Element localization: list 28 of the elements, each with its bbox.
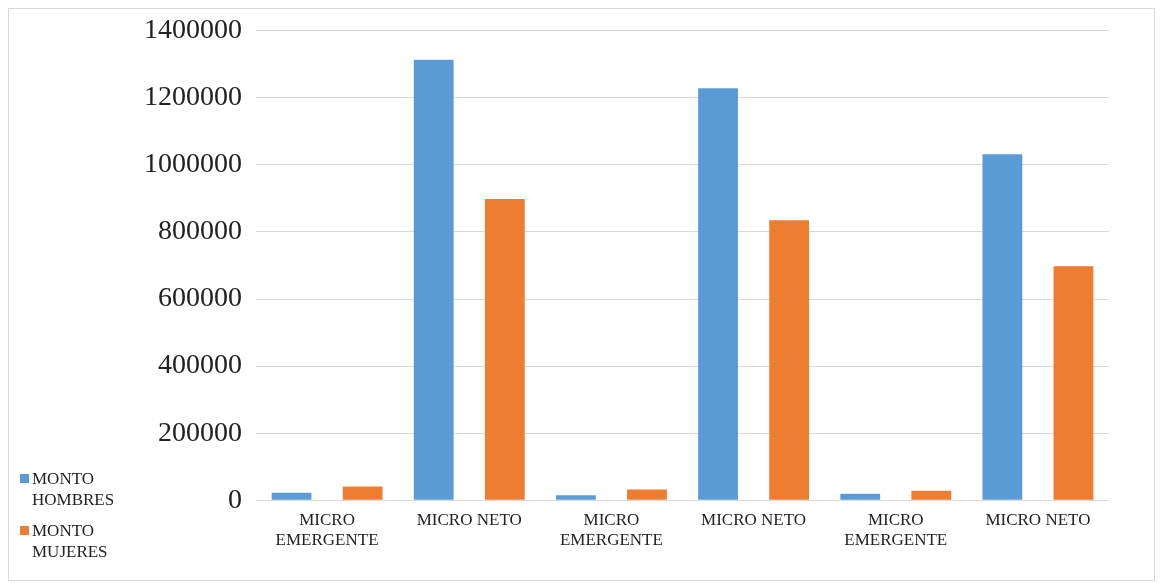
bar [555,495,596,500]
bar [627,489,667,500]
y-tick-label: 600000 [158,281,242,313]
x-tick-label: MICRO EMERGENTE [275,509,379,550]
y-tick-label: 1400000 [144,13,242,45]
bar [342,486,383,500]
legend-label: MONTO HOMBRES [32,468,116,510]
x-tick-label: MICRO NETO [701,509,807,529]
y-tick-label: 800000 [158,214,242,246]
y-tick-label: 1200000 [144,80,242,112]
x-tick-label: MICRO NETO [985,509,1091,529]
legend-label: MONTO MUJERES [32,520,109,562]
bar [413,59,454,500]
y-tick-label: 400000 [158,348,242,380]
bar [271,492,312,500]
bar [840,493,881,500]
x-tick-label: MICRO EMERGENTE [559,509,663,550]
x-tick-label: MICRO EMERGENTE [844,509,948,550]
bar [484,199,525,500]
bar [1053,266,1094,500]
bar [698,88,738,500]
bar [982,154,1023,500]
y-tick-label: 1000000 [144,147,242,179]
x-tick-label: MICRO NETO [416,509,522,529]
bar [911,490,952,500]
y-tick-label: 0 [228,482,242,514]
bar [769,220,810,500]
y-tick-label: 200000 [158,415,242,447]
